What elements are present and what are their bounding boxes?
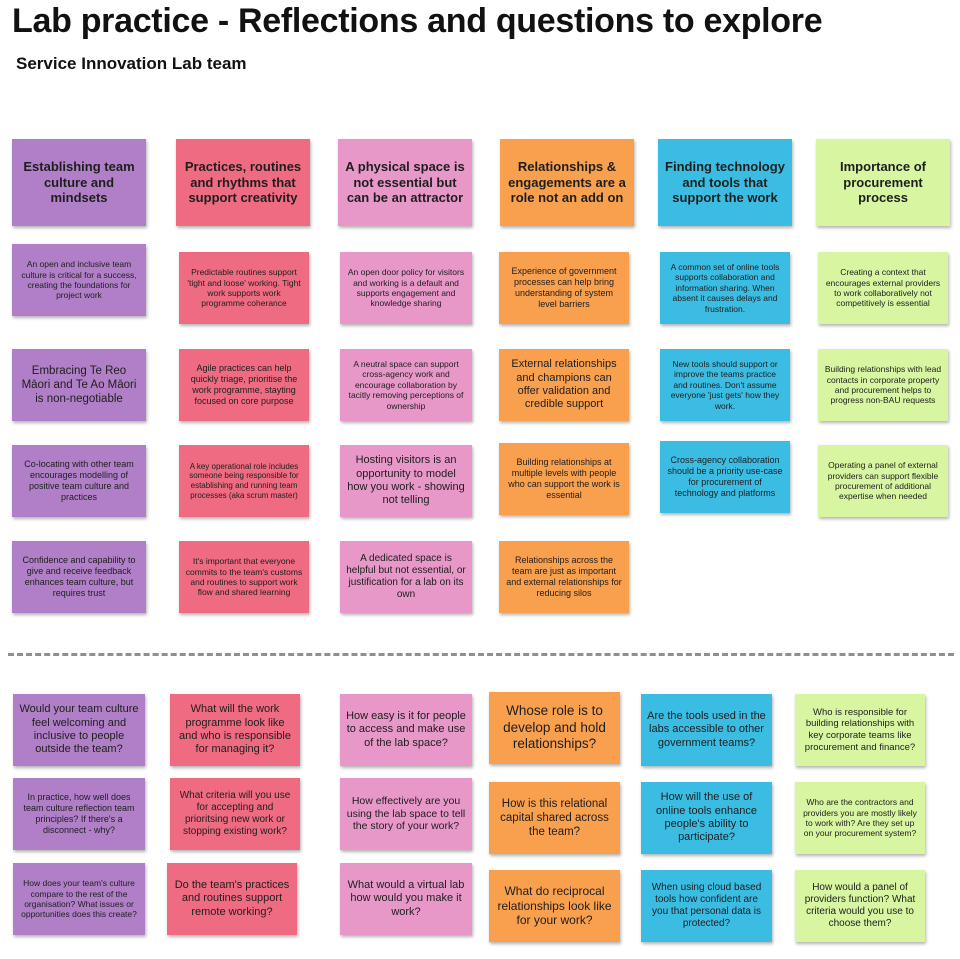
reflection-note[interactable]: An open and inclusive team culture is cr… [12,244,146,316]
reflection-note[interactable]: Relationships across the team are just a… [499,541,629,613]
question-note[interactable]: What criteria will you use for accepting… [170,778,300,850]
reflection-note[interactable]: Predictable routines support 'tight and … [179,252,309,324]
header-note-procurement[interactable]: Importance of procurement process [816,139,950,226]
question-note[interactable]: How is this relational capital shared ac… [489,782,620,854]
reflection-note[interactable]: New tools should support or improve the … [660,349,790,421]
header-note-team-culture[interactable]: Establishing team culture and mindsets [12,139,146,226]
header-note-relationships[interactable]: Relationships & engagements are a role n… [500,139,634,226]
reflection-note[interactable]: A key operational role includes someone … [179,445,309,517]
board-subtitle: Service Innovation Lab team [16,54,247,73]
header-note-practices[interactable]: Practices, routines and rhythms that sup… [176,139,310,226]
section-divider [8,653,954,656]
reflection-note[interactable]: An open door policy for visitors and wor… [340,252,472,324]
question-note[interactable]: Who is responsible for building relation… [795,694,925,766]
board-title: Lab practice - Reflections and questions… [12,2,823,40]
reflection-note[interactable]: Building relationships at multiple level… [499,443,629,515]
reflection-note[interactable]: Hosting visitors is an opportunity to mo… [340,445,472,517]
header-note-physical-space[interactable]: A physical space is not essential but ca… [338,139,472,226]
reflection-note[interactable]: External relationships and champions can… [499,349,629,421]
reflection-note[interactable]: Agile practices can help quickly triage,… [179,349,309,421]
question-note[interactable]: Do the team's practices and routines sup… [167,863,297,935]
reflection-note[interactable]: Creating a context that encourages exter… [818,252,948,324]
header-note-technology[interactable]: Finding technology and tools that suppor… [658,139,792,226]
reflection-note[interactable]: Operating a panel of external providers … [818,445,948,517]
reflection-note[interactable]: Co-locating with other team encourages m… [12,445,146,517]
reflection-note[interactable]: A common set of online tools supports co… [660,252,790,324]
question-note[interactable]: Who are the contractors and providers yo… [795,782,925,854]
reflection-note[interactable]: A dedicated space is helpful but not ess… [340,541,472,613]
question-note[interactable]: How effectively are you using the lab sp… [340,778,472,850]
reflection-note[interactable]: A neutral space can support cross-agency… [340,349,472,421]
reflection-note[interactable]: Experience of government processes can h… [499,252,629,324]
question-note[interactable]: What do reciprocal relationships look li… [489,870,620,942]
question-note[interactable]: When using cloud based tools how confide… [641,870,772,942]
question-note[interactable]: How does your team's culture compare to … [13,863,145,935]
reflection-note[interactable]: Confidence and capability to give and re… [12,541,146,613]
question-note[interactable]: Whose role is to develop and hold relati… [489,692,620,764]
question-note[interactable]: What would a virtual lab how would you m… [340,863,472,935]
reflection-note[interactable]: Embracing Te Reo Māori and Te Ao Māori i… [12,349,146,421]
question-note[interactable]: Would your team culture feel welcoming a… [13,694,145,766]
question-note[interactable]: What will the work programme look like a… [170,694,300,766]
reflection-note[interactable]: Building relationships with lead contact… [818,349,948,421]
question-note[interactable]: How would a panel of providers function?… [795,870,925,942]
reflection-note[interactable]: It's important that everyone commits to … [179,541,309,613]
question-note[interactable]: In practice, how well does team culture … [13,778,145,850]
question-note[interactable]: How easy is it for people to access and … [340,694,472,766]
reflection-note[interactable]: Cross-agency collaboration should be a p… [660,441,790,513]
question-note[interactable]: Are the tools used in the labs accessibl… [641,694,772,766]
question-note[interactable]: How will the use of online tools enhance… [641,782,772,854]
